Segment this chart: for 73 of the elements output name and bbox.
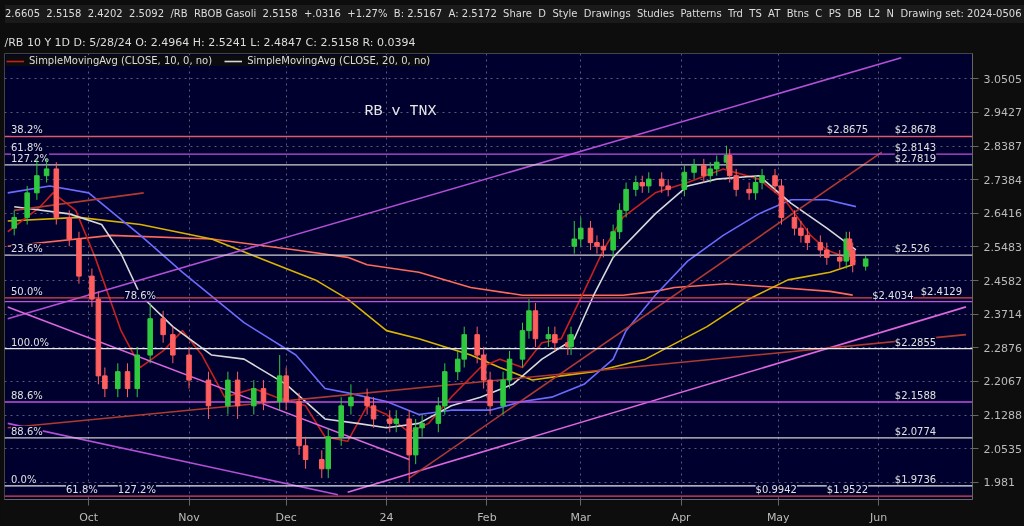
candlestick xyxy=(260,379,267,411)
y-tick-label: 2.2876 xyxy=(983,341,1022,355)
annotation: $2.8143 xyxy=(894,142,937,154)
candlestick xyxy=(124,362,131,398)
candlestick xyxy=(319,449,325,479)
candlestick xyxy=(348,383,354,416)
y-tick-label: 2.3714 xyxy=(983,308,1022,322)
candlestick xyxy=(837,249,843,270)
text: RB v TNX xyxy=(364,102,437,120)
candlestick xyxy=(11,209,17,236)
candlestick xyxy=(160,310,166,344)
annotation: $2.4129 xyxy=(920,285,963,297)
x-tick-label: Jun xyxy=(869,510,888,524)
line-series xyxy=(6,216,854,381)
y-tick-label: 2.6416 xyxy=(983,207,1022,221)
y-tick-label: 2.8387 xyxy=(983,140,1022,154)
y-tick-label: 2.2067 xyxy=(983,375,1022,389)
annotation: 88.6% xyxy=(10,390,43,401)
annotation: 50.0% xyxy=(10,285,43,297)
candlestick xyxy=(691,158,697,180)
candlestick xyxy=(552,326,558,352)
x-tick-label: Feb xyxy=(477,510,497,524)
candlestick xyxy=(701,158,707,184)
candlestick xyxy=(681,165,688,197)
y-tick-label: 2.0535 xyxy=(983,442,1022,456)
annotation: 127.2% xyxy=(117,484,156,496)
annotation: 0.0% xyxy=(10,473,37,485)
chart-subtitle: /RB 10 Y 1D D: 5/28/24 O: 2.4964 H: 2.5241 L: 2.4847 C: 2.5158 R: 0.0394 xyxy=(4,35,416,49)
x-tick-label: May xyxy=(766,510,791,524)
annotation: 38.2% xyxy=(10,124,43,136)
x-tick-label: Mar xyxy=(570,510,592,524)
x-tick-label: 24 xyxy=(379,510,394,524)
annotation: $2.8678 xyxy=(894,124,937,136)
annotation: 61.8% xyxy=(66,484,98,496)
annotation: 127.2% xyxy=(10,152,50,164)
annotation: $2.4034 xyxy=(872,289,914,301)
y-tick-label: 2.7384 xyxy=(983,173,1022,187)
y-tick-label: 2.9427 xyxy=(983,106,1022,120)
y-tick-label: 3.0505 xyxy=(983,72,1022,86)
annotation: $0.9942 xyxy=(755,484,797,496)
candlestick xyxy=(393,409,399,433)
candlestick xyxy=(545,326,552,348)
x-tick-label: Dec xyxy=(275,510,297,524)
candlestick xyxy=(633,175,639,197)
y-tick-label: 2.5483 xyxy=(983,240,1022,254)
y-tick-label: 1.981 xyxy=(983,476,1015,490)
annotation: $2.8675 xyxy=(826,124,869,136)
legend-label: SimpleMovingAvg (CLOSE, 10, 0, no) xyxy=(29,55,213,66)
annotation: 23.6% xyxy=(10,243,43,255)
text: 2.6605 2.5158 2.4202 2.5092 /RB RBOB Gasoli 2.5158 +.0316 +1.27% B: 2.5167 A: 2.5172 Share D Style Drawings Studies Patterns Trd TS AT Btns C PS DB L2 N Drawing set: 2024-0506 xyxy=(5,8,1022,19)
annotation: 100.0% xyxy=(10,336,50,348)
candlestick xyxy=(386,409,393,433)
candlestick xyxy=(568,326,574,356)
annotation: $2.1588 xyxy=(894,390,937,401)
candlestick xyxy=(645,171,652,194)
annotation: $1.9736 xyxy=(894,473,937,485)
candlestick xyxy=(251,379,257,416)
x-tick-label: Nov xyxy=(178,510,201,524)
annotation: 61.8% xyxy=(10,142,43,154)
annotation: $2.526 xyxy=(894,243,930,255)
legend-label: SimpleMovingAvg (CLOSE, 20, 0, no) xyxy=(247,55,431,66)
annotation: $2.7819 xyxy=(894,152,937,164)
annotation: 88.6% xyxy=(10,425,43,437)
candlestick xyxy=(115,362,121,398)
annotation: $2.0774 xyxy=(894,425,937,437)
x-tick-label: Apr xyxy=(671,510,692,524)
y-tick-label: 2.1288 xyxy=(983,409,1022,423)
candlestick xyxy=(746,182,752,201)
y-tick-label: 2.4582 xyxy=(983,274,1022,288)
candlestick xyxy=(170,326,176,364)
x-tick-label: Oct xyxy=(79,510,99,524)
annotation: $1.9522 xyxy=(826,484,869,496)
annotation: $2.2855 xyxy=(894,336,937,348)
